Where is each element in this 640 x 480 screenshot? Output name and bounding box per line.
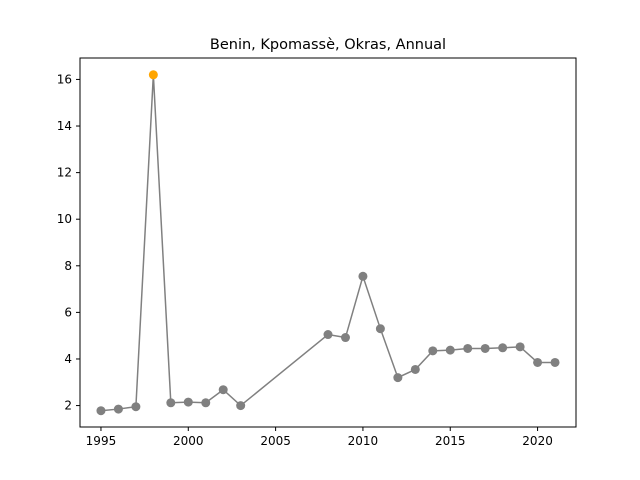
y-tick-label: 10 xyxy=(57,212,72,226)
x-tick-label: 1995 xyxy=(86,434,117,448)
x-tick-label: 2010 xyxy=(348,434,379,448)
data-point xyxy=(236,401,246,411)
data-point xyxy=(218,385,228,395)
y-tick-label: 4 xyxy=(64,352,72,366)
y-tick-label: 8 xyxy=(64,259,72,273)
data-point xyxy=(445,345,455,355)
data-point xyxy=(323,330,333,340)
data-point xyxy=(533,357,543,367)
plot-frame xyxy=(79,57,577,428)
y-tick-label: 16 xyxy=(57,72,72,86)
data-point xyxy=(375,324,385,334)
data-point xyxy=(96,406,106,416)
highlight-point xyxy=(148,70,158,80)
plot-area xyxy=(96,70,560,416)
chart-title: Benin, Kpomassè, Okras, Annual xyxy=(210,37,446,53)
x-tick-label: 2020 xyxy=(522,434,553,448)
data-point xyxy=(410,364,420,374)
data-point xyxy=(428,346,438,356)
data-point xyxy=(393,373,403,383)
x-tick-label: 2000 xyxy=(173,434,204,448)
data-point xyxy=(201,398,211,408)
series-line xyxy=(100,74,556,412)
y-tick-label: 6 xyxy=(64,305,72,319)
data-point xyxy=(131,402,141,412)
y-tick-label: 12 xyxy=(57,166,72,180)
data-point xyxy=(358,271,368,281)
axes: 1995 2000 2005 2010 2015 2020 2 4 6 8 10 12 14 16 xyxy=(57,57,577,448)
x-tick-label: 2015 xyxy=(435,434,466,448)
data-point xyxy=(550,357,560,367)
y-tick-label: 14 xyxy=(57,119,72,133)
data-point xyxy=(113,404,123,414)
y-tick-label: 2 xyxy=(64,399,72,413)
data-point xyxy=(340,333,350,343)
data-point xyxy=(480,343,490,353)
data-point xyxy=(183,397,193,407)
x-tick-label: 2005 xyxy=(260,434,291,448)
data-point xyxy=(166,398,176,408)
data-point xyxy=(515,342,525,352)
data-point xyxy=(463,343,473,353)
data-point xyxy=(498,343,508,353)
